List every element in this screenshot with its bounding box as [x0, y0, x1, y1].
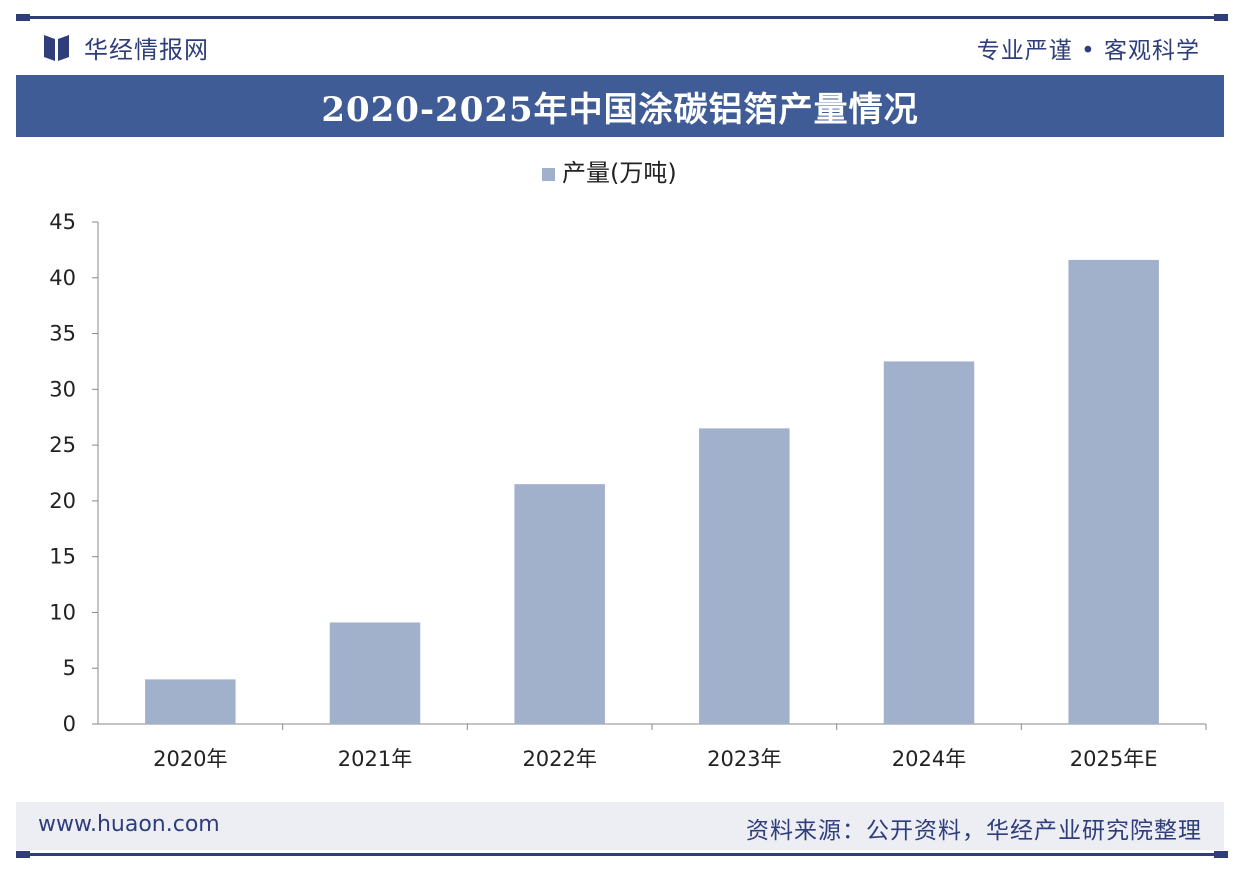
huajing-logo-icon — [44, 35, 69, 61]
y-tick-label: 10 — [49, 600, 76, 624]
bar-5 — [883, 361, 975, 724]
website-link[interactable]: www.huaon.com — [38, 812, 220, 837]
bottom-rule — [16, 851, 1228, 858]
top-rule-cap-left — [16, 14, 30, 21]
title-banner: 2020-2025年中国涂碳铝箔产量情况 — [16, 75, 1224, 137]
x-category-label: 2022年 — [522, 747, 596, 771]
footer-bar: www.huaon.com 资料来源：公开资料，华经产业研究院整理 — [16, 802, 1224, 850]
legend-swatch — [542, 168, 555, 181]
x-category-label: 2024年 — [892, 747, 966, 771]
x-category-label: 2025年E — [1070, 747, 1158, 771]
source-note: 资料来源：公开资料，华经产业研究院整理 — [746, 818, 1202, 844]
chart-title: 2020-2025年中国涂碳铝箔产量情况 — [321, 89, 919, 130]
legend-label: 产量(万吨) — [562, 159, 677, 187]
bottom-rule-cap-left — [16, 851, 30, 858]
top-rule — [16, 14, 1228, 21]
top-rule-cap-right — [1214, 14, 1228, 21]
x-category-label: 2021年 — [338, 747, 412, 771]
bottom-rule-cap-right — [1214, 851, 1228, 858]
y-tick-label: 15 — [49, 545, 76, 569]
y-tick-label: 5 — [63, 656, 76, 680]
bar-1 — [145, 679, 236, 724]
bar-chart: 产量(万吨) 0 5 10 15 20 25 30 35 40 45 2020年 2021年 2022年 2… — [49, 159, 1207, 771]
y-tick-label: 45 — [49, 210, 76, 234]
bar-4 — [699, 428, 790, 724]
y-tick-label: 0 — [63, 712, 76, 736]
x-category-label: 2020年 — [153, 747, 227, 771]
y-tick-label: 40 — [49, 266, 76, 290]
slogan: 专业严谨 • 客观科学 — [976, 38, 1200, 64]
y-tick-label: 20 — [49, 489, 76, 513]
y-tick-label: 35 — [49, 322, 76, 346]
bar-3 — [514, 484, 605, 724]
bar-6 — [1068, 259, 1159, 724]
x-category-label: 2023年 — [707, 747, 781, 771]
bar-2 — [329, 622, 421, 724]
brand-name: 华经情报网 — [84, 36, 209, 64]
y-tick-label: 25 — [49, 433, 76, 457]
y-tick-label: 30 — [49, 377, 76, 401]
